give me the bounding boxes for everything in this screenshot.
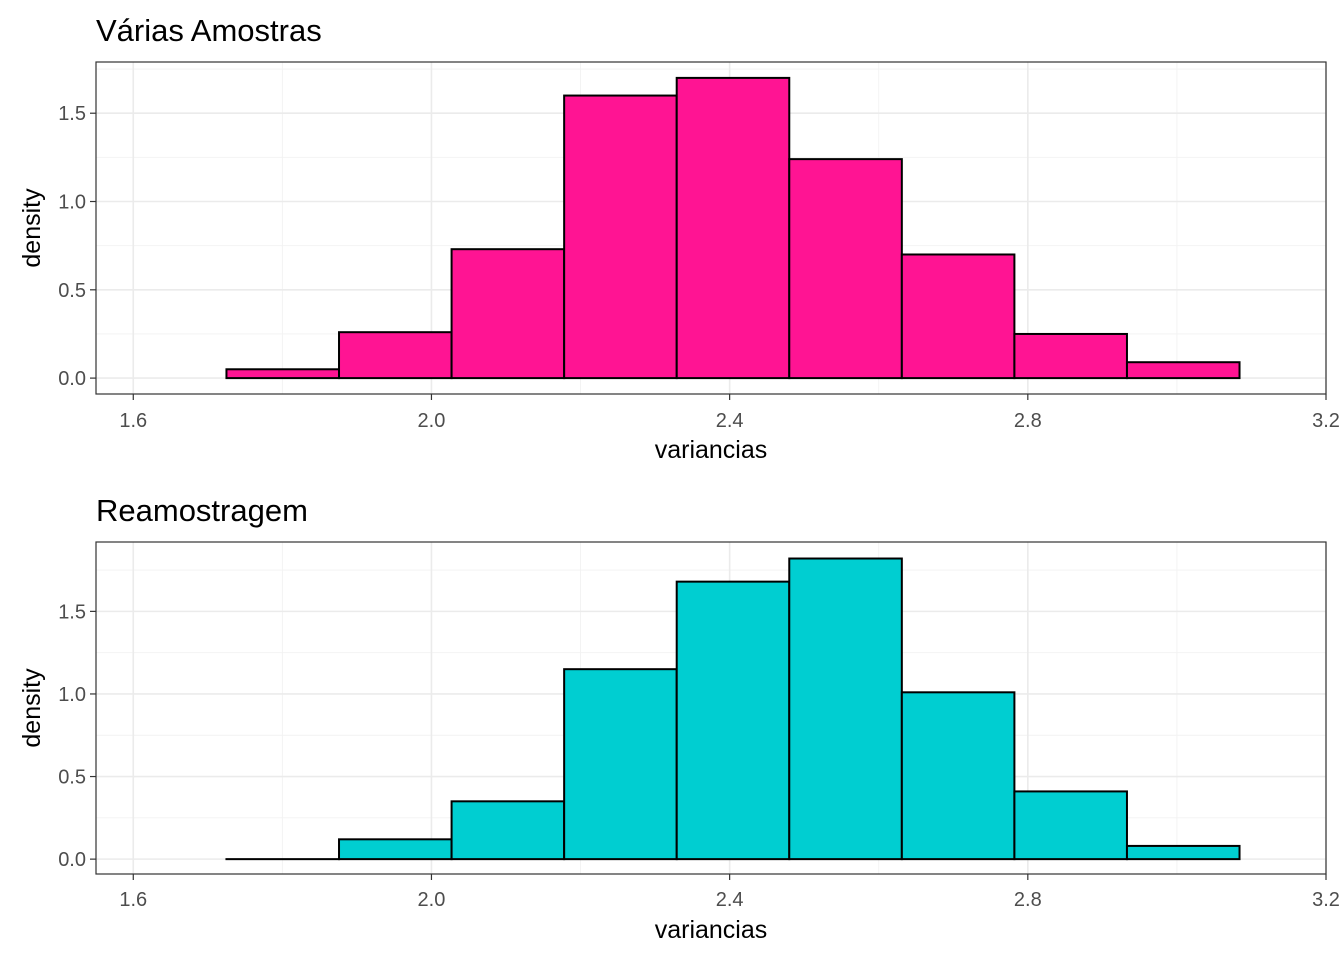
y-tick-label: 0.0 [58, 368, 86, 390]
chart-panel-1: 1.6 2.0 2.4 2.8 3.2 0.0 0.5 1.0 1.5 Várias Amostr… [18, 13, 1340, 464]
x-axis-title: variancias [655, 436, 768, 464]
x-tick-label: 2.4 [716, 410, 744, 432]
y-tick-label: 0.5 [58, 767, 86, 789]
y-axis-title: density [18, 668, 46, 748]
histogram-bar [338, 838, 453, 861]
y-tick-label: 1.0 [58, 684, 86, 706]
histogram-bar [675, 76, 791, 380]
histogram-bar [225, 368, 341, 380]
x-tick-label: 3.2 [1312, 889, 1340, 911]
histogram-bar [900, 691, 1016, 861]
histogram-bar [675, 580, 791, 861]
histogram-bar [900, 253, 1016, 380]
chart-title: Várias Amostras [96, 13, 322, 48]
x-tick-label: 2.8 [1014, 889, 1042, 911]
panel-border [95, 61, 1327, 395]
histogram-bar [788, 158, 903, 380]
x-tick-label: 2.0 [418, 410, 446, 432]
chart-title: Reamostragem [96, 493, 308, 528]
x-tick-label: 2.0 [418, 889, 446, 911]
histogram-bar [1125, 844, 1241, 861]
histogram-bar [563, 668, 678, 861]
x-axis-title: variancias [655, 916, 768, 944]
y-tick-label: 0.5 [58, 280, 86, 302]
chart-panel-2: 1.6 2.0 2.4 2.8 3.2 0.0 0.5 1.0 1.5 Reamostragem v… [18, 493, 1340, 944]
y-tick-label: 1.5 [58, 601, 86, 623]
histogram-bar [450, 248, 566, 380]
y-axis-title: density [18, 188, 46, 268]
histogram-bar [450, 800, 566, 861]
histogram-bar [1013, 332, 1128, 380]
x-tick-label: 2.8 [1014, 410, 1042, 432]
histogram-bar [1125, 361, 1241, 380]
histogram-bar [788, 557, 903, 861]
panel-border [95, 541, 1327, 875]
histogram-bar [338, 331, 453, 380]
histogram-bar [1013, 790, 1128, 861]
x-tick-label: 3.2 [1312, 410, 1340, 432]
y-tick-label: 1.0 [58, 192, 86, 214]
histogram-bar [563, 94, 678, 380]
x-tick-label: 2.4 [716, 889, 744, 911]
x-tick-label: 1.6 [119, 410, 147, 432]
y-tick-label: 0.0 [58, 849, 86, 871]
y-tick-label: 1.5 [58, 103, 86, 125]
x-tick-label: 1.6 [119, 889, 147, 911]
